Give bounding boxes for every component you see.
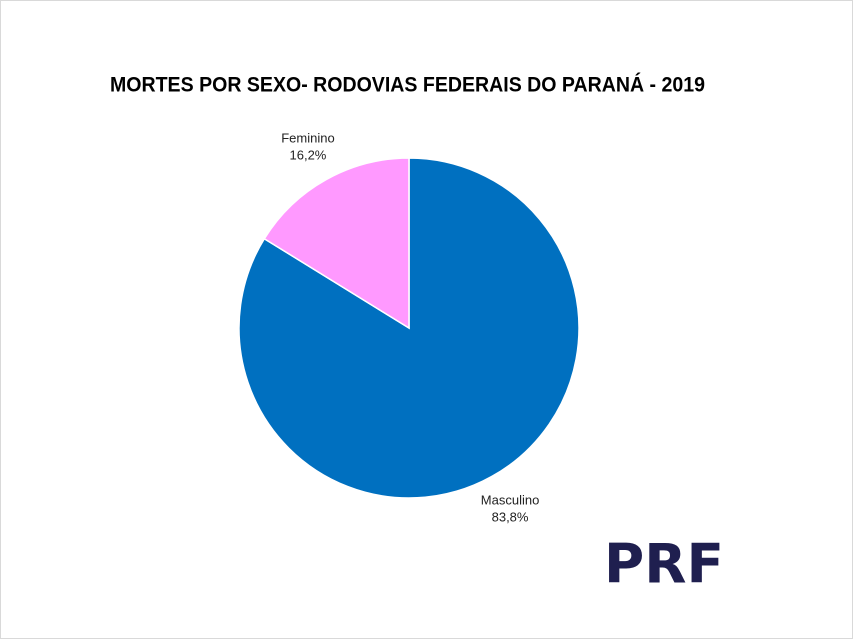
slice-value-label: 83,8% bbox=[492, 510, 529, 525]
slice-label: Feminino bbox=[281, 130, 334, 145]
chart-title: MORTES POR SEXO- RODOVIAS FEDERAIS DO PA… bbox=[110, 74, 705, 97]
slice-label: Masculino bbox=[481, 493, 540, 508]
pie-slice bbox=[263, 157, 410, 330]
logo: PRF bbox=[604, 533, 724, 596]
slice-value-label: 16,2% bbox=[290, 147, 327, 162]
